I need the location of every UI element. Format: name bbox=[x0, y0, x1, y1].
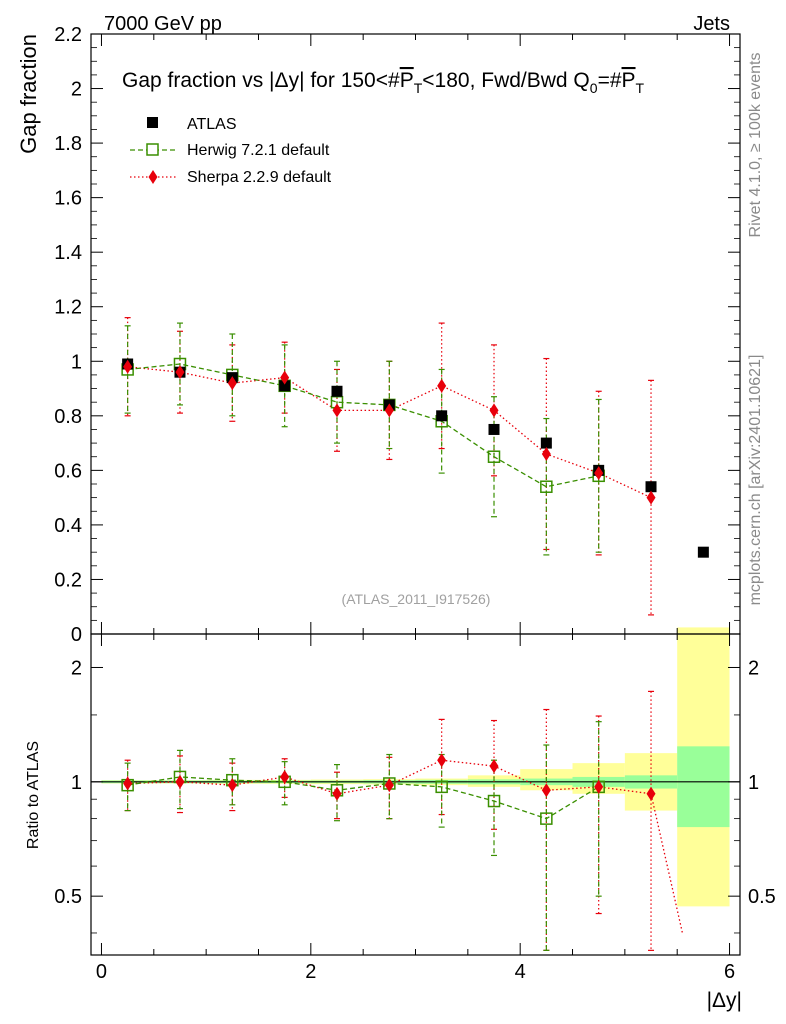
legend-atlas-label: ATLAS bbox=[187, 116, 237, 133]
herwig-ratio-point bbox=[540, 812, 553, 825]
sherpa-ratio-point bbox=[227, 778, 237, 793]
y-tick-label: 0.2 bbox=[54, 569, 82, 591]
legend-sherpa-marker bbox=[148, 170, 158, 184]
ratio-tick-label-right: 0.5 bbox=[748, 886, 776, 908]
sherpa-point bbox=[541, 447, 551, 461]
title-part-1: Gap fraction vs | bbox=[122, 69, 275, 92]
y-tick-label: 0 bbox=[71, 624, 82, 646]
ratio-tick-label: 0.5 bbox=[54, 886, 82, 908]
atlas-point bbox=[540, 437, 552, 449]
y-tick-label: 1.6 bbox=[54, 188, 82, 210]
y-axis-label: Gap fraction bbox=[16, 34, 41, 154]
sherpa-ratio-point bbox=[384, 778, 394, 793]
legend-sherpa-label: Sherpa 2.2.9 default bbox=[187, 169, 332, 186]
title-part-q-sub: 0 bbox=[590, 80, 598, 96]
y-tick-label: 2 bbox=[71, 79, 82, 101]
sherpa-ratio-point bbox=[437, 753, 447, 768]
title-part-t-sub2: T bbox=[636, 80, 645, 96]
sherpa-point bbox=[175, 365, 185, 380]
y-tick-label: 1.8 bbox=[54, 133, 82, 155]
y-tick-label: 1.2 bbox=[54, 297, 82, 319]
main-panel-series bbox=[121, 317, 709, 616]
legend: ATLAS Herwig 7.2.1 default Sherpa 2.2.9 … bbox=[130, 116, 332, 186]
rivet-version-label: Rivet 4.1.0, ≥ 100k events bbox=[747, 53, 764, 238]
sherpa-point bbox=[332, 403, 342, 418]
sherpa-point bbox=[437, 378, 447, 393]
ratio-tick-label-right: 2 bbox=[748, 657, 759, 679]
sherpa-ratio-point bbox=[175, 774, 185, 789]
sherpa-ratio-point bbox=[123, 776, 133, 791]
sherpa-point bbox=[646, 490, 656, 505]
header-process-label: Jets bbox=[693, 13, 730, 35]
x-tick-label: 2 bbox=[305, 961, 316, 983]
ratio-panel-series bbox=[121, 690, 684, 951]
herwig-point bbox=[540, 480, 553, 493]
y-tick-label: 0.4 bbox=[54, 515, 82, 537]
sherpa-ratio-point bbox=[332, 786, 342, 801]
title-part-delta: Δ bbox=[275, 69, 289, 92]
x-tick-label: 4 bbox=[515, 961, 526, 983]
ratio-panel-axes: 0 2 4 6 0.5 0.5 1 1 2 2 bbox=[54, 633, 776, 983]
ratio-tick-label: 1 bbox=[71, 772, 82, 794]
title-part-t-sub: T bbox=[414, 80, 423, 96]
sherpa-point bbox=[384, 403, 394, 418]
sherpa-point bbox=[227, 376, 237, 391]
analysis-tag: (ATLAS_2011_I917526) bbox=[342, 591, 491, 607]
title-part-6: <180, Fwd/Bwd Q bbox=[422, 69, 590, 92]
mcplots-label: mcplots.cern.ch [arXiv:2401.10621] bbox=[747, 355, 764, 606]
x-tick-label: 6 bbox=[724, 961, 735, 983]
y-tick-label: 1 bbox=[71, 351, 82, 373]
atlas-point bbox=[697, 546, 709, 558]
title-part-p: P bbox=[400, 69, 414, 92]
ratio-uncertainty-bands bbox=[101, 627, 730, 907]
y-tick-label: 0.6 bbox=[54, 460, 82, 482]
x-tick-label: 0 bbox=[96, 961, 107, 983]
sherpa-ratio-point bbox=[594, 779, 604, 794]
atlas-point bbox=[279, 380, 291, 392]
x-axis-label: |Δy| bbox=[707, 989, 742, 1012]
sherpa-point bbox=[594, 466, 604, 481]
y-tick-label: 2.2 bbox=[54, 24, 82, 46]
atlas-point bbox=[645, 481, 657, 493]
y-tick-label: 1.4 bbox=[54, 242, 82, 264]
header-energy-label: 7000 GeV pp bbox=[104, 13, 222, 35]
y-tick-label: 0.8 bbox=[54, 406, 82, 428]
sherpa-point bbox=[123, 359, 133, 374]
legend-atlas-marker bbox=[147, 117, 158, 128]
herwig-line bbox=[127, 363, 599, 488]
sherpa-ratio-point bbox=[541, 783, 551, 798]
inner-band-bin bbox=[677, 746, 730, 828]
ratio-y-axis-label: Ratio to ATLAS bbox=[25, 741, 42, 849]
atlas-point bbox=[331, 385, 343, 397]
ratio-tick-label-right: 1 bbox=[748, 772, 759, 794]
legend-herwig-label: Herwig 7.2.1 default bbox=[187, 142, 330, 159]
sherpa-ratio-point bbox=[489, 759, 499, 774]
title-part-8: =# bbox=[598, 69, 622, 92]
sherpa-ratio-point bbox=[280, 769, 290, 784]
plot-title: Gap fraction vs |Δy| for 150<#PT<180, Fw… bbox=[122, 69, 645, 96]
title-part-p2: P bbox=[622, 69, 636, 92]
sherpa-ratio-point bbox=[646, 786, 656, 801]
atlas-point bbox=[436, 410, 448, 422]
main-panel-axes: 0 0.2 0.4 0.6 0.8 1 1.2 1.4 1.6 1.8 2 2.2 bbox=[54, 24, 741, 646]
herwig-ratio-point bbox=[487, 794, 501, 808]
herwig-ratio-point bbox=[435, 780, 448, 794]
sherpa-point bbox=[489, 403, 499, 418]
legend-herwig-marker bbox=[146, 143, 159, 156]
sherpa-point bbox=[280, 370, 290, 385]
herwig-point bbox=[487, 450, 501, 463]
sherpa-ratio-line bbox=[127, 759, 684, 934]
title-part-3: y| for 150<# bbox=[289, 69, 400, 92]
ratio-tick-label: 2 bbox=[71, 657, 82, 679]
atlas-point bbox=[488, 423, 500, 435]
